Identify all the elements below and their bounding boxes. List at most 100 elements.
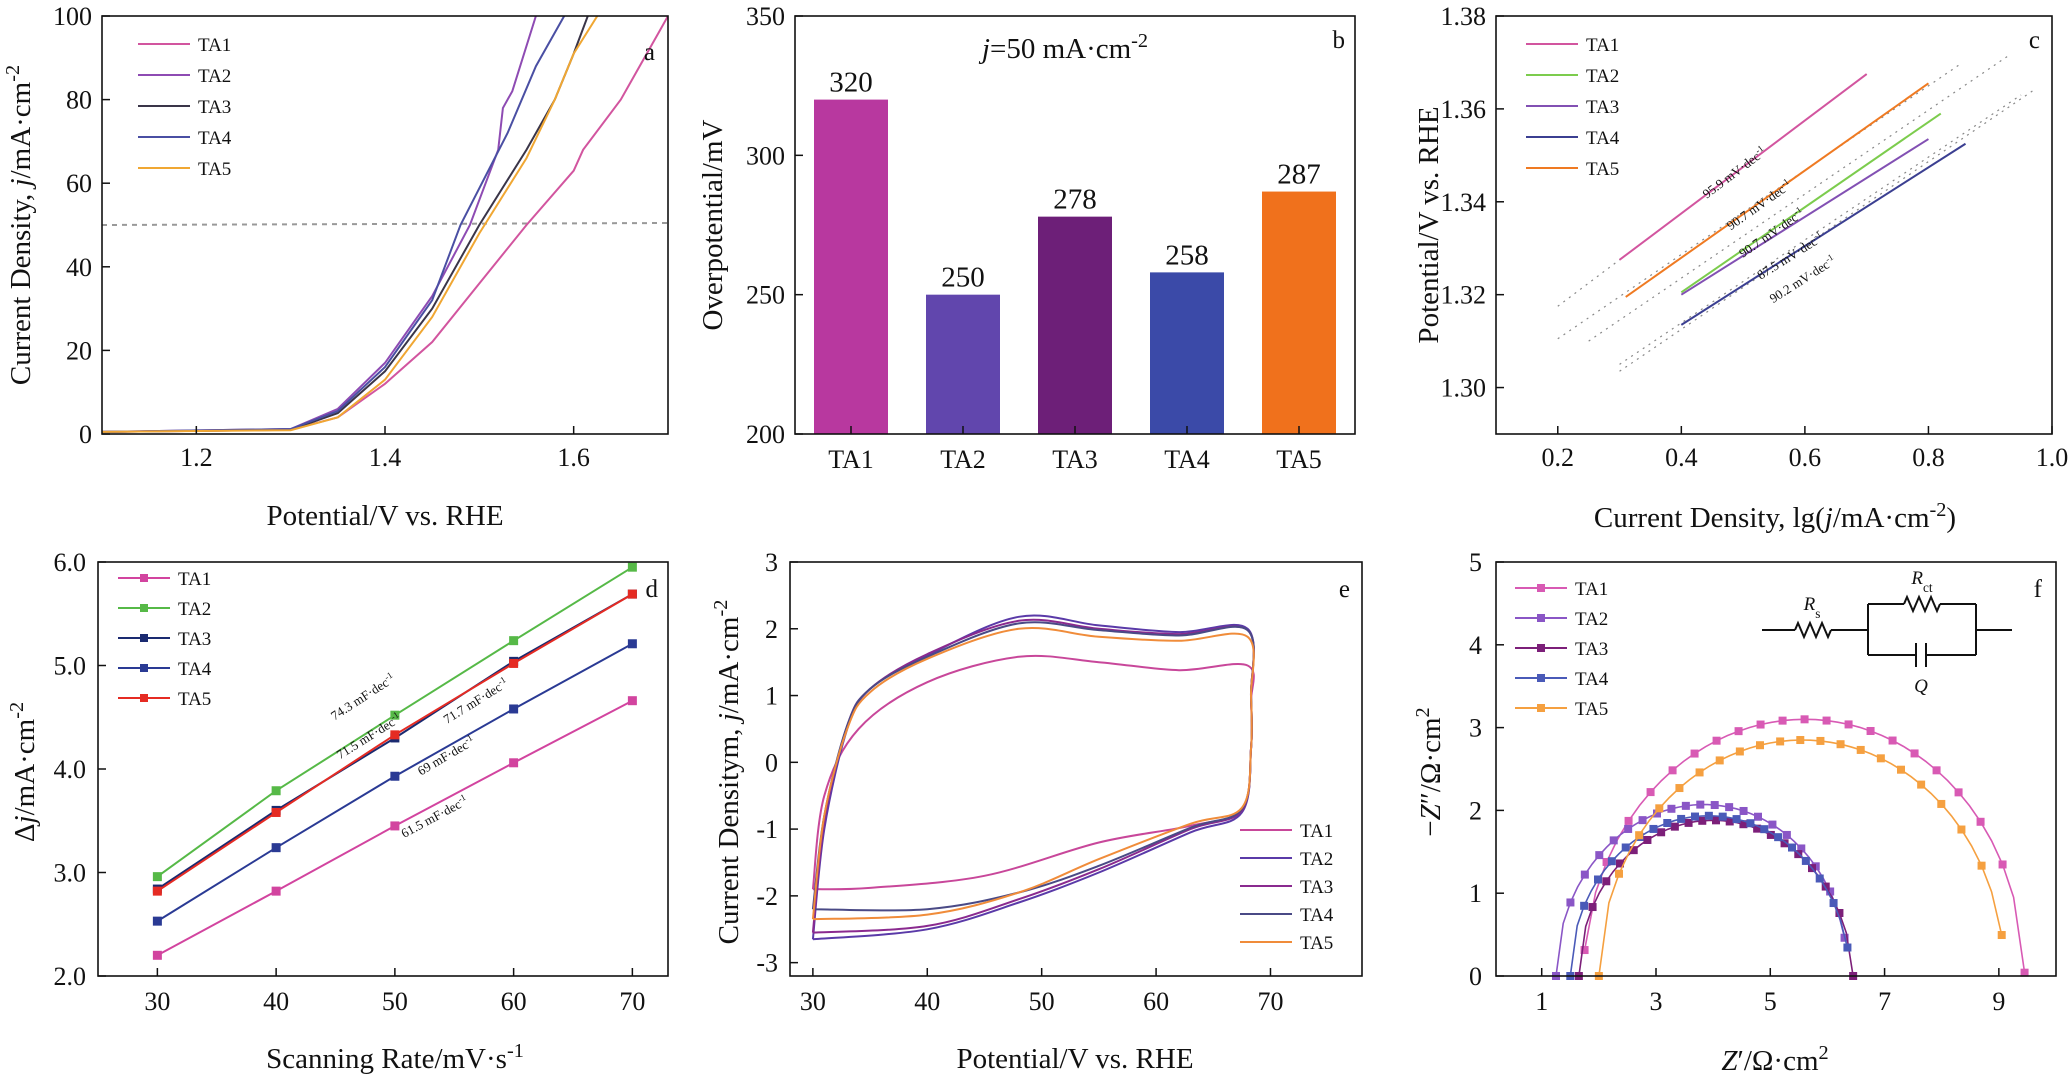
- data-point-ta1: [1690, 749, 1699, 758]
- data-point-ta5: [1715, 756, 1724, 765]
- text-segment: Overpotential/mV: [697, 119, 729, 330]
- data-point-ta5: [1816, 736, 1825, 745]
- data-point-ta3: [1712, 816, 1720, 825]
- x-axis-title: Scanning Rate/mV·s-1: [266, 1040, 524, 1075]
- nyquist-line-ta2: [1555, 803, 1846, 977]
- plot-frame: [1495, 561, 2057, 977]
- y-tick-label: 40: [66, 253, 92, 282]
- data-point-ta5: [1876, 754, 1885, 763]
- text-segment: ′/Ω·cm: [1737, 1045, 1818, 1077]
- data-point-ta3: [1835, 908, 1844, 917]
- legend-label: TA2: [1575, 609, 1608, 630]
- x-tick-label: TA2: [940, 445, 986, 474]
- data-point-ta5: [627, 589, 637, 599]
- legend-label: TA2: [1586, 66, 1619, 87]
- data-point-ta3: [1821, 882, 1830, 891]
- panel-letter: a: [644, 39, 655, 66]
- data-point-ta1: [1844, 720, 1853, 729]
- data-point-ta4: [1580, 901, 1589, 910]
- data-point-ta2: [1782, 830, 1791, 839]
- text-segment: j: [713, 713, 745, 725]
- y-tick-label: 1.36: [1441, 95, 1487, 124]
- y-tick-label: 0: [79, 420, 92, 449]
- legend-label: TA1: [1575, 579, 1608, 600]
- data-point-ta1: [1800, 715, 1809, 724]
- text-segment: Potential/V vs. RHE: [1413, 106, 1445, 343]
- legend-marker-swatch: [1537, 704, 1545, 712]
- x-tick-label: 1.2: [180, 443, 213, 472]
- legend-label: TA3: [1575, 639, 1608, 660]
- data-point-ta1: [1624, 816, 1633, 825]
- legend-label: TA2: [198, 66, 231, 87]
- data-point-ta2: [1653, 809, 1661, 818]
- plot-frame: [1495, 15, 2053, 435]
- data-point-ta1: [152, 950, 162, 960]
- text-segment: 74.3 mF·dec: [328, 675, 391, 724]
- text-segment: Z: [1721, 1045, 1738, 1077]
- y-tick-label: 1: [765, 682, 778, 711]
- data-point-ta1: [1646, 788, 1655, 797]
- text-segment: -2: [2, 65, 24, 82]
- data-point-ta2: [1681, 801, 1690, 810]
- x-tick-label: 40: [263, 987, 289, 1016]
- legend-label: TA4: [1575, 669, 1609, 690]
- legend-label: TA3: [178, 629, 211, 650]
- y-axis-title: −Z″/Ω·cm2: [1412, 707, 1447, 836]
- data-point-ta2: [1580, 870, 1589, 879]
- y-tick-label: -2: [756, 882, 778, 911]
- legend-label: TA5: [1586, 159, 1619, 180]
- y-axis-title: Current Density, j/mA·cm-2: [2, 65, 37, 385]
- data-point-ta5: [1977, 861, 1986, 870]
- bar-ta5: [1262, 191, 1336, 434]
- data-point-ta4: [1677, 814, 1686, 823]
- y-tick-label: 300: [746, 141, 785, 170]
- text-segment: -1: [382, 670, 394, 683]
- data-point-ta5: [271, 807, 281, 817]
- legend-label: TA5: [1575, 699, 1608, 720]
- y-tick-label: 1.34: [1441, 188, 1487, 217]
- x-tick-label: 40: [914, 987, 940, 1016]
- slope-label: 61.5 mF·dec-1: [398, 792, 470, 841]
- x-axis-title: Potential/V vs. RHE: [266, 500, 503, 532]
- panel-letter: e: [1339, 576, 1350, 603]
- legend-marker-swatch: [140, 604, 148, 612]
- reference-line-50: [101, 222, 669, 226]
- text-segment: Potential/V vs. RHE: [956, 1043, 1193, 1075]
- x-tick-label: 0.6: [1789, 443, 1822, 472]
- y-tick-label: 3: [1469, 714, 1482, 743]
- data-point-ta3: [1588, 903, 1597, 912]
- legend-marker-swatch: [1537, 644, 1545, 652]
- data-point-ta4: [1774, 833, 1783, 842]
- data-point-ta2: [1754, 812, 1762, 821]
- y-tick-label: 5.0: [54, 652, 87, 681]
- bar-value-label: 320: [829, 67, 873, 99]
- data-point-ta1: [1712, 736, 1721, 745]
- x-tick-label: 30: [800, 987, 826, 1016]
- data-point-ta5: [509, 658, 519, 668]
- bar-ta4: [1150, 272, 1224, 434]
- text-segment: /mA·cm: [5, 81, 37, 178]
- data-point-ta5: [1655, 804, 1664, 813]
- fit-line: [1588, 54, 2010, 342]
- text-segment: -1: [1791, 204, 1803, 217]
- data-point-ta3: [1602, 877, 1611, 886]
- bar-value-label: 278: [1053, 184, 1097, 216]
- text-segment: Potential/V vs. RHE: [266, 500, 503, 532]
- data-point-ta5: [1937, 799, 1946, 808]
- text-segment: /mA·cm: [713, 616, 745, 713]
- rs-label: Rs: [1803, 594, 1821, 621]
- data-point-ta1: [2020, 968, 2029, 977]
- data-point-ta4: [1663, 819, 1672, 828]
- data-point-ta1: [271, 886, 281, 896]
- data-point-ta2: [1710, 801, 1719, 810]
- legend-label: TA3: [198, 97, 231, 118]
- text-segment: -1: [507, 1040, 524, 1062]
- cv-curve-ta5: [811, 627, 1255, 921]
- data-point-ta5: [1836, 740, 1845, 749]
- data-point-ta1: [1822, 716, 1831, 725]
- legend-marker-swatch: [140, 574, 148, 582]
- y-tick-label: 3.0: [54, 859, 87, 888]
- data-point-ta1: [1734, 727, 1743, 736]
- data-point-ta3: [1616, 859, 1624, 868]
